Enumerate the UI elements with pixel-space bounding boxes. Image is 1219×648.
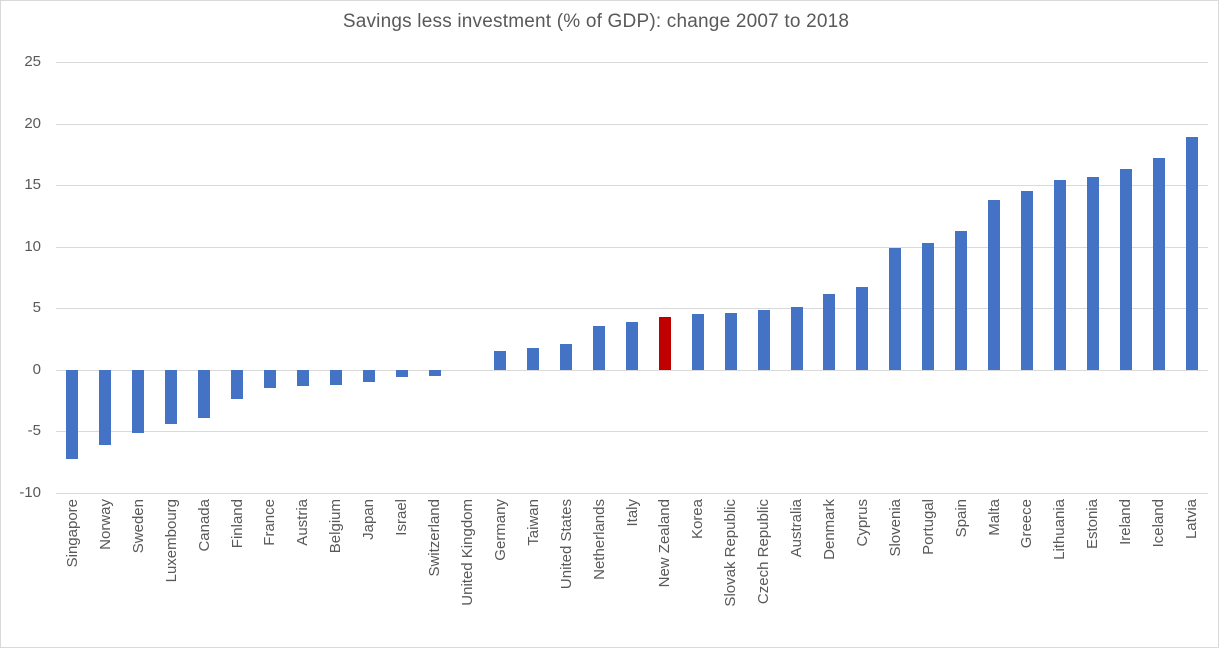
x-axis-label-portugal: Portugal: [919, 499, 937, 555]
bar-denmark: [823, 293, 836, 370]
bar-norway: [99, 369, 112, 445]
x-axis-label-italy: Italy: [623, 499, 641, 527]
x-axis-label-sweden: Sweden: [129, 499, 147, 554]
x-axis-label-israel: Israel: [393, 499, 411, 536]
x-axis-label-norway: Norway: [96, 499, 114, 550]
x-axis-label-luxembourg: Luxembourg: [162, 499, 180, 583]
bar-latvia: [1185, 137, 1198, 370]
bar-belgium: [329, 369, 342, 385]
bar-luxembourg: [165, 369, 178, 425]
y-axis-tick-label-15: 15: [24, 176, 41, 194]
bar-singapore: [66, 369, 79, 459]
chart-title: Savings less investment (% of GDP): chan…: [342, 11, 850, 32]
x-axis-label-japan: Japan: [360, 499, 378, 540]
bar-israel: [395, 369, 408, 378]
y-axis-tick-label--10: -10: [19, 483, 41, 501]
bar-france: [263, 369, 276, 389]
bar-austria: [296, 369, 309, 386]
y-axis-tick-label-25: 25: [24, 53, 41, 70]
bar-germany: [494, 351, 507, 370]
bar-portugal: [922, 243, 935, 370]
x-axis-label-latvia: Latvia: [1183, 499, 1201, 540]
y-axis-tick-label-20: 20: [24, 114, 41, 132]
x-axis-label-slovenia: Slovenia: [886, 499, 904, 557]
x-axis-label-australia: Australia: [788, 499, 806, 558]
gridline-y-10: [56, 246, 1208, 248]
bar-korea: [691, 314, 704, 370]
x-axis-label-malta: Malta: [985, 499, 1003, 536]
x-axis-label-canada: Canada: [195, 499, 213, 552]
bar-switzerland: [428, 369, 441, 376]
x-axis-label-united-states: United States: [557, 499, 575, 590]
bar-australia: [790, 307, 803, 370]
bar-japan: [362, 369, 375, 383]
bar-spain: [955, 230, 968, 370]
bar-ireland: [1119, 169, 1132, 370]
x-axis-label-spain: Spain: [952, 499, 970, 538]
bar-greece: [1020, 191, 1033, 370]
gridline-y-25: [56, 62, 1208, 63]
x-axis-label-new-zealand: New Zealand: [656, 499, 674, 588]
x-axis-label-austria: Austria: [294, 499, 312, 546]
x-axis-label-netherlands: Netherlands: [590, 499, 608, 580]
bar-cyprus: [856, 287, 869, 370]
gridline-y-20: [56, 123, 1208, 125]
bar-finland: [231, 369, 244, 400]
y-axis-tick-label--5: -5: [27, 422, 41, 440]
x-axis-label-belgium: Belgium: [327, 499, 345, 554]
gridline-y-0: [56, 369, 1208, 371]
x-axis-label-iceland: Iceland: [1150, 499, 1168, 548]
x-axis-label-singapore: Singapore: [63, 499, 81, 568]
x-axis-label-lithuania: Lithuania: [1051, 499, 1069, 560]
bar-united-states: [560, 343, 573, 370]
bar-taiwan: [527, 347, 540, 370]
y-axis-tick-label-10: 10: [24, 237, 41, 255]
gridline-y-5: [56, 308, 1208, 310]
x-axis-label-united-kingdom: United Kingdom: [458, 499, 476, 606]
x-axis-label-france: France: [261, 499, 279, 546]
bar-iceland: [1152, 158, 1165, 370]
gridline-y--10: [56, 492, 1208, 494]
x-axis-label-germany: Germany: [491, 499, 509, 561]
gridline-y--5: [56, 431, 1208, 433]
x-axis-label-finland: Finland: [228, 499, 246, 549]
x-axis-label-czech-republic: Czech Republic: [755, 499, 773, 605]
bar-malta: [988, 199, 1001, 370]
bar-italy: [626, 321, 638, 370]
x-axis-label-slovak-republic: Slovak Republic: [722, 499, 740, 607]
x-axis-label-switzerland: Switzerland: [426, 499, 443, 577]
bar-netherlands: [593, 325, 606, 370]
y-axis-tick-label-0: 0: [32, 360, 41, 378]
bar-slovenia: [889, 247, 902, 370]
bar-sweden: [132, 369, 145, 433]
x-axis-label-taiwan: Taiwan: [524, 499, 542, 546]
bar-czech-republic: [757, 309, 770, 370]
gridline-y-15: [56, 185, 1208, 187]
x-axis-label-greece: Greece: [1018, 499, 1036, 549]
bar-slovak-republic: [724, 313, 737, 370]
x-axis-label-estonia: Estonia: [1084, 499, 1102, 550]
x-axis-label-korea: Korea: [689, 499, 707, 540]
y-axis-tick-label-5: 5: [32, 299, 41, 317]
bar-estonia: [1086, 176, 1099, 370]
x-axis-label-ireland: Ireland: [1117, 499, 1135, 545]
bar-lithuania: [1053, 180, 1066, 370]
x-axis-label-cyprus: Cyprus: [853, 499, 871, 547]
bar-canada: [198, 369, 211, 418]
bar-new-zealand: [658, 316, 671, 370]
x-axis-label-denmark: Denmark: [820, 499, 838, 560]
